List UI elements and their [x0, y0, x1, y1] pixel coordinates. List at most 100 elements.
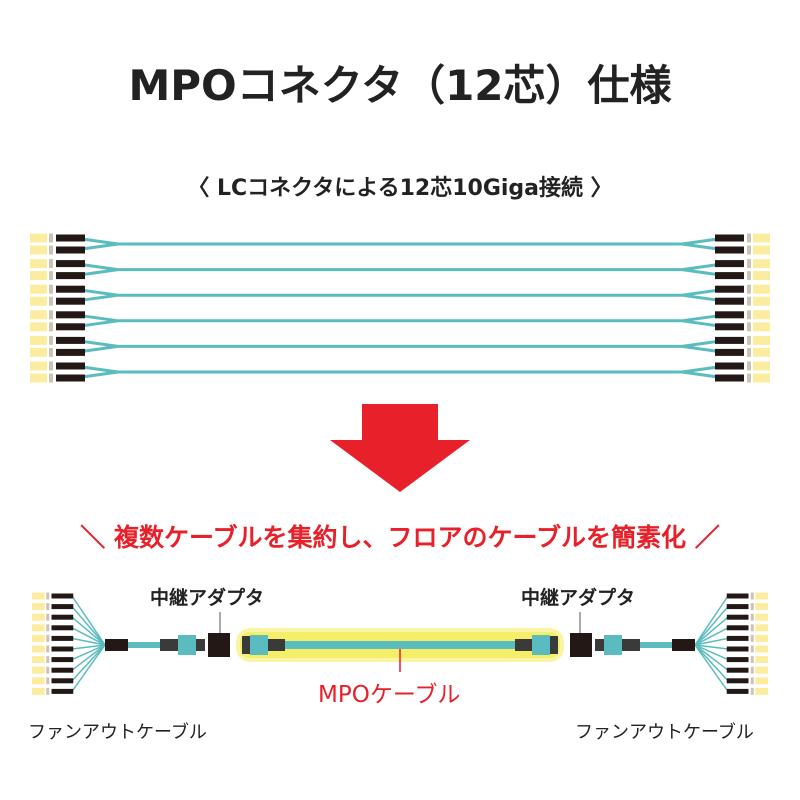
lc-body	[726, 646, 749, 652]
lc-ferrule	[30, 361, 47, 371]
lc-ferrule	[755, 592, 768, 600]
subtitle: 〈 LCコネクタによる12芯10Giga接続 〉	[187, 176, 613, 201]
lc-collar	[750, 666, 754, 674]
lc-ferrule	[32, 603, 45, 611]
fanout-fiber	[71, 606, 106, 646]
lc-ferrule	[753, 259, 770, 269]
lc-collar	[49, 271, 53, 281]
lc-collar	[46, 677, 50, 685]
lc-body	[726, 657, 749, 663]
lc-collar	[747, 284, 751, 294]
lc-ferrule	[753, 347, 770, 357]
lc-collar	[46, 645, 50, 653]
lc-body	[726, 635, 749, 641]
lc-body	[51, 593, 74, 599]
lc-body	[51, 635, 74, 641]
lc-collar	[49, 284, 53, 294]
lc-ferrule	[755, 603, 768, 611]
lc-ferrule	[30, 373, 47, 383]
lc-collar	[49, 335, 53, 345]
lc-body	[51, 678, 74, 684]
lc-ferrule	[753, 284, 770, 294]
lc-body	[51, 625, 74, 631]
lc-body	[726, 614, 749, 620]
fanout-fiber	[71, 644, 106, 671]
lc-body	[51, 604, 74, 610]
lc-body	[56, 260, 85, 268]
lc-collar	[46, 666, 50, 674]
lc-collar	[750, 624, 754, 632]
fanout-fiber	[71, 595, 106, 646]
lc-ferrule	[32, 687, 45, 695]
lc-body	[56, 336, 85, 344]
lc-body	[51, 646, 74, 652]
lc-collar	[750, 645, 754, 653]
lc-body	[715, 234, 744, 242]
cable	[635, 642, 672, 648]
lc-body	[56, 272, 85, 280]
fanout-fiber	[71, 644, 106, 682]
lc-collar	[49, 245, 53, 255]
lc-collar	[747, 373, 751, 383]
lc-ferrule	[753, 271, 770, 281]
lc-collar	[747, 347, 751, 357]
lc-body	[726, 593, 749, 599]
lc-ferrule	[755, 687, 768, 695]
fiber-pair	[74, 287, 726, 303]
lc-ferrule	[755, 645, 768, 653]
fanout-fiber	[694, 595, 729, 646]
lc-body	[56, 234, 85, 242]
mpo-connector	[604, 635, 622, 655]
page-title: MPOコネクタ（12芯）仕様	[128, 61, 672, 110]
mpo-cable-label: MPOケーブル	[318, 682, 461, 708]
fanout-fiber	[694, 644, 729, 682]
lc-collar	[46, 624, 50, 632]
mpo-boot	[160, 639, 180, 651]
lc-ferrule	[753, 361, 770, 371]
lc-body	[56, 362, 85, 370]
lc-body	[715, 311, 744, 319]
fanout-fiber	[694, 644, 729, 650]
lc-ferrule	[30, 259, 47, 269]
lc-collar	[747, 322, 751, 332]
lc-ferrule	[755, 624, 768, 632]
lc-body	[56, 374, 85, 382]
fiber-pair	[74, 262, 726, 278]
lc-collar	[747, 245, 751, 255]
lc-body	[51, 667, 74, 673]
lc-ferrule	[30, 245, 47, 255]
lc-collar	[747, 259, 751, 269]
mpo-end	[242, 636, 250, 654]
lc-collar	[46, 613, 50, 621]
lc-collar	[750, 613, 754, 621]
down-arrow-icon	[330, 404, 470, 492]
lc-body	[715, 348, 744, 356]
fanout-fiber	[71, 627, 106, 646]
lc-ferrule	[753, 296, 770, 306]
lc-collar	[49, 259, 53, 269]
lc-collar	[747, 296, 751, 306]
lc-body	[726, 688, 749, 694]
lc-collar	[46, 687, 50, 695]
mpo-tail	[595, 639, 604, 651]
lc-ferrule	[755, 677, 768, 685]
lc-body	[56, 311, 85, 319]
lc-collar	[46, 656, 50, 664]
lc-ferrule	[753, 310, 770, 320]
fanout-fiber	[71, 644, 106, 661]
lc-collar	[49, 361, 53, 371]
fiber-pair	[74, 236, 726, 252]
lc-collar	[49, 373, 53, 383]
fanout-fiber	[71, 616, 106, 646]
lc-collar	[747, 271, 751, 281]
lc-body	[56, 323, 85, 331]
mpo-connector	[178, 635, 196, 655]
lc-body	[51, 614, 74, 620]
fanout-label-left: ファンアウトケーブル	[28, 722, 207, 743]
lc-body	[726, 604, 749, 610]
lc-body	[56, 348, 85, 356]
lc-body	[56, 246, 85, 254]
lc-body	[715, 362, 744, 370]
